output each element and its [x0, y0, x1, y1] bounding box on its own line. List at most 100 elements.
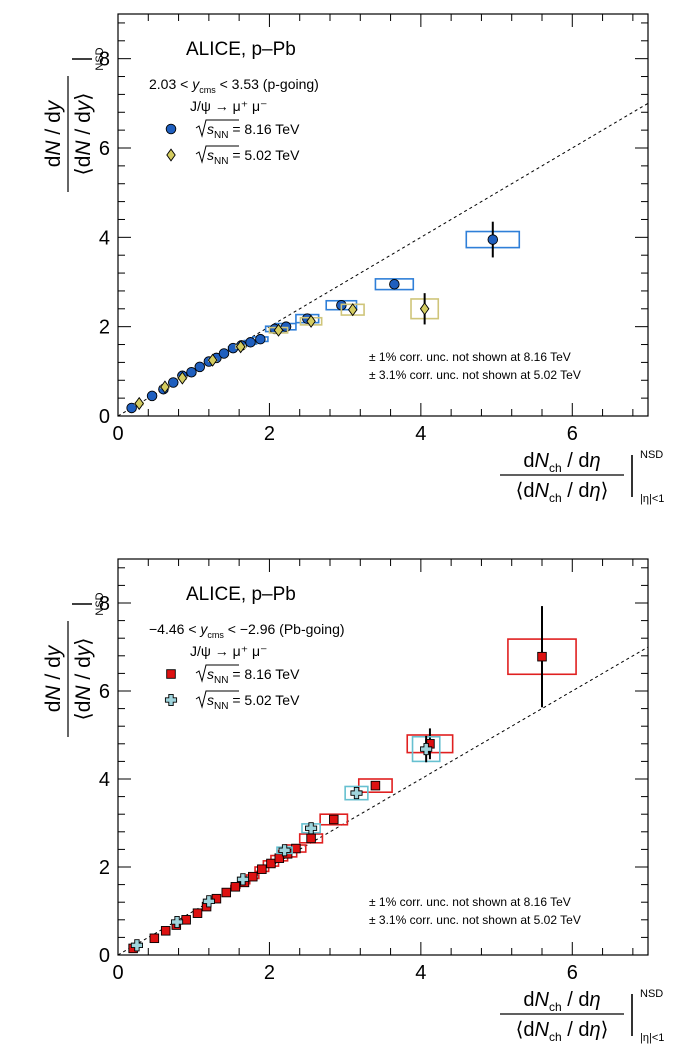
data-point — [202, 895, 215, 908]
series-0 — [126, 221, 521, 414]
legend-sub: NN — [214, 130, 228, 141]
x-tick-label: 6 — [567, 962, 578, 984]
rapidity-var: y — [199, 621, 208, 637]
y-denominator: ⟨dN / dy⟩ — [72, 638, 95, 721]
data-point — [255, 333, 266, 345]
data-point — [537, 651, 547, 662]
legend-sub: NN — [214, 701, 228, 712]
data-point — [194, 361, 206, 373]
x-axis-label: dNch / dη⟨dNch / dη⟩NSD|η|<1 — [500, 988, 664, 1044]
experiment-label: ALICE, p–Pb — [186, 584, 296, 605]
x-axis-label: dNch / dη⟨dNch / dη⟩NSD|η|<1 — [500, 449, 664, 505]
legend-sub: NN — [214, 675, 228, 686]
y-dslash: / d — [72, 111, 95, 140]
x-tick-label: 2 — [264, 962, 275, 984]
data-point — [419, 302, 430, 316]
syst-box — [319, 813, 349, 826]
y-tick-label: 4 — [99, 227, 110, 249]
y-tick-label: 0 — [99, 945, 110, 967]
x-slash: / d — [562, 989, 590, 1011]
data-point — [181, 915, 191, 925]
data-point — [280, 321, 292, 332]
x-eta-range: |η|<1 — [640, 493, 664, 505]
y-tick-label: 2 — [99, 317, 110, 339]
rapidity-post: < −2.96 (Pb-going) — [224, 621, 345, 637]
legend-marker — [166, 669, 176, 679]
x-N: N — [535, 989, 550, 1011]
legend-marker — [166, 148, 176, 162]
data-point — [278, 844, 291, 857]
y-y: y — [42, 99, 65, 113]
x-tick-label: 0 — [112, 423, 123, 445]
data-point — [134, 396, 144, 411]
data-point — [245, 337, 256, 348]
legend-value: = 8.16 TeV — [228, 121, 300, 137]
x-N: N — [535, 450, 550, 472]
series-1 — [134, 293, 440, 411]
data-point — [236, 873, 249, 886]
y-y: y — [42, 644, 65, 658]
data-point — [329, 814, 339, 825]
legend-label: sNN = 8.16 TeV — [207, 666, 300, 686]
y-tick-label: 0 — [99, 406, 110, 428]
y-numerator: dN / dy — [42, 99, 65, 167]
data-point — [186, 366, 197, 378]
x-numerator: dNch / dη — [523, 989, 600, 1014]
rapidity-label: −4.46 < ycms < −2.96 (Pb-going) — [149, 621, 345, 640]
x-tick-label: 2 — [264, 423, 275, 445]
x-tick-label: 4 — [415, 962, 426, 984]
data-point — [305, 822, 318, 835]
y-nsd: NSD — [94, 592, 106, 615]
y-close: ⟩ — [72, 93, 95, 101]
y-slash: / d — [42, 656, 65, 685]
syst-box — [374, 278, 415, 291]
sqrt-sign — [195, 119, 239, 138]
legend-label: sNN = 5.02 TeV — [207, 147, 300, 167]
data-point — [146, 390, 158, 402]
x-numerator: dNch / dη — [523, 450, 600, 475]
data-point — [347, 303, 358, 317]
data-point — [235, 340, 246, 354]
rapidity-label: 2.03 < ycms < 3.53 (p-going) — [149, 76, 319, 95]
y-axis-label: dN / dy⟨dN / dy⟩NSD — [42, 592, 106, 737]
rapidity-var: y — [191, 76, 200, 92]
data-point — [192, 908, 203, 918]
legend-value: = 8.16 TeV — [228, 666, 300, 682]
data-point — [130, 939, 143, 952]
sqrt-sign — [195, 690, 239, 709]
x-dslash: / d — [562, 1019, 590, 1041]
data-point — [350, 787, 363, 800]
x-deta: η — [589, 480, 600, 502]
channel-label: J/ψ → μ⁺ μ⁻ — [190, 643, 267, 659]
legend-s: s — [207, 692, 214, 708]
x-dch: ch — [549, 491, 562, 505]
y-tick-label: 4 — [99, 769, 110, 791]
data-point — [149, 933, 160, 944]
y-d: d — [42, 701, 65, 713]
y-dN: N — [72, 140, 95, 156]
x-dN: N — [535, 1019, 550, 1041]
x-close: ⟩ — [601, 480, 609, 502]
legend-value: = 5.02 TeV — [228, 692, 300, 708]
legend-entry: sNN = 5.02 TeV — [195, 145, 300, 167]
legend-entry: sNN = 8.16 TeV — [195, 119, 300, 141]
y-nsd: NSD — [94, 47, 106, 70]
rapidity-sub: cms — [199, 85, 216, 95]
data-point — [266, 858, 276, 869]
data-point — [218, 348, 230, 359]
data-point — [126, 402, 137, 414]
data-point — [160, 926, 171, 936]
x-nsd: NSD — [640, 988, 663, 1000]
x-tick-label: 6 — [567, 423, 578, 445]
x-d: d — [523, 989, 534, 1011]
plot-frame — [117, 13, 649, 417]
data-point — [207, 353, 218, 367]
x-ch: ch — [549, 1000, 562, 1014]
x-eta: η — [589, 450, 600, 472]
x-close: ⟩ — [601, 1019, 609, 1041]
channel-label: J/ψ → μ⁺ μ⁻ — [190, 98, 267, 114]
legend-s: s — [207, 147, 214, 163]
x-tick-label: 0 — [112, 962, 123, 984]
x-denominator: ⟨dNch / dη⟩ — [516, 480, 609, 505]
legend-entry: sNN = 8.16 TeV — [195, 664, 300, 686]
